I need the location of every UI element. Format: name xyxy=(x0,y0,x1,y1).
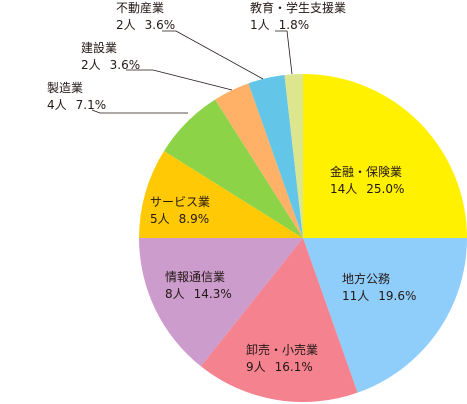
pie-slice xyxy=(139,151,303,238)
leader-line xyxy=(126,69,233,91)
pie-slice xyxy=(200,238,358,402)
slice-count-label: 11人 xyxy=(342,289,369,303)
pie-slice xyxy=(303,74,467,238)
slice-value-label: 14人 25.0% xyxy=(330,182,404,196)
slice-value-label: 9人 16.1% xyxy=(246,360,313,374)
slice-count-label: 1人 xyxy=(250,18,270,32)
pie-slice xyxy=(248,75,303,238)
slice-percent-label: 3.6% xyxy=(145,18,176,32)
slice-name-label: サービス業 xyxy=(150,195,210,209)
slice-name-label: 不動産業 xyxy=(116,0,164,15)
slice-count-label: 9人 xyxy=(246,360,266,374)
slice-name-label: 情報通信業 xyxy=(165,270,225,284)
pie-slice xyxy=(284,74,303,238)
leader-line xyxy=(162,30,264,80)
slice-value-label: 2人 3.6% xyxy=(116,18,175,32)
pie-slice xyxy=(215,83,303,238)
slice-value-label: 4人 7.1% xyxy=(47,98,106,112)
slice-percent-label: 1.8% xyxy=(279,18,310,32)
slice-name-label: 金融・保険業 xyxy=(330,164,402,179)
slice-percent-label: 7.1% xyxy=(76,98,107,112)
slice-percent-label: 16.1% xyxy=(275,360,313,374)
slice-count-label: 5人 xyxy=(150,212,170,226)
slice-percent-label: 14.3% xyxy=(194,287,232,301)
slice-value-label: 11人 19.6% xyxy=(342,289,416,303)
slice-count-label: 4人 xyxy=(47,98,67,112)
slice-percent-label: 8.9% xyxy=(179,212,210,226)
slice-count-label: 14人 xyxy=(330,182,357,196)
slice-percent-label: 25.0% xyxy=(366,182,404,196)
slice-value-label: 2人 3.6% xyxy=(81,58,140,72)
leader-line xyxy=(275,30,293,75)
slice-value-label: 1人 1.8% xyxy=(250,18,309,32)
slice-name-label: 地方公務 xyxy=(342,271,390,286)
slice-name-label: 卸売・小売業 xyxy=(246,342,318,357)
slice-count-label: 2人 xyxy=(116,18,136,32)
slice-value-label: 5人 8.9% xyxy=(150,212,209,226)
pie-slice xyxy=(139,238,303,367)
slice-name-label: 教育・学生支援業 xyxy=(250,0,346,15)
slice-name-label: 建設業 xyxy=(81,40,117,55)
pie-slice xyxy=(303,238,467,393)
slice-value-label: 8人 14.3% xyxy=(165,287,232,301)
leader-line xyxy=(91,109,188,114)
slice-percent-label: 19.6% xyxy=(378,289,416,303)
pie-slice xyxy=(163,99,303,238)
slice-count-label: 2人 xyxy=(81,58,101,72)
slice-percent-label: 3.6% xyxy=(110,58,141,72)
slice-name-label: 製造業 xyxy=(47,81,83,95)
slice-count-label: 8人 xyxy=(165,287,185,301)
